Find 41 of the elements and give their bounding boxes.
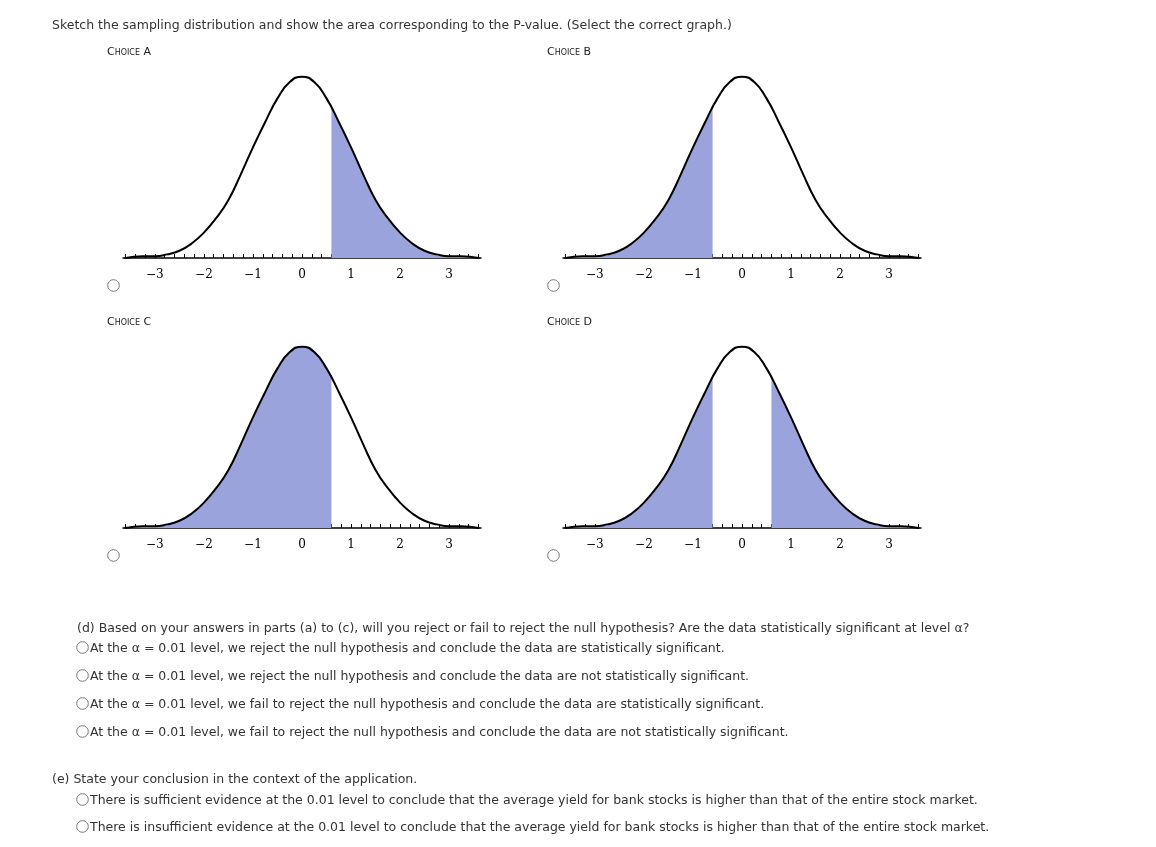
x-tick-label: −2 bbox=[635, 267, 653, 281]
x-tick-label: 2 bbox=[396, 267, 404, 281]
x-tick-label: −3 bbox=[586, 267, 604, 281]
x-tick-label: 0 bbox=[298, 267, 306, 281]
text: At the α = 0.01 level, we reject the null hypothesis and conclude the data are not statistically significant. bbox=[90, 668, 750, 683]
x-tick-label: −1 bbox=[244, 537, 262, 551]
x-tick-label: 3 bbox=[885, 267, 893, 281]
x-tick-label: −3 bbox=[146, 537, 164, 551]
x-tick-label: −1 bbox=[684, 537, 702, 551]
x-tick-label: 1 bbox=[347, 267, 355, 281]
x-tick-label: −2 bbox=[195, 537, 213, 551]
chart-title: Choice D bbox=[547, 315, 592, 328]
chart-title: Choice A bbox=[107, 45, 152, 58]
x-tick-label: 2 bbox=[836, 537, 844, 551]
x-tick-label: −1 bbox=[244, 267, 262, 281]
x-tick-label: −2 bbox=[195, 267, 213, 281]
x-tick-label: −3 bbox=[146, 267, 164, 281]
x-tick-label: −3 bbox=[586, 537, 604, 551]
x-tick-label: 3 bbox=[885, 537, 893, 551]
text: There is sufficient evidence at the 0.01 level to conclude that the average yield for bank stocks is higher than that of the entire stock market. bbox=[90, 792, 978, 807]
x-tick-label: 3 bbox=[445, 267, 453, 281]
chart-title: Choice C bbox=[107, 315, 152, 328]
text: At the α = 0.01 level, we fail to reject the null hypothesis and conclude the data are not statistically significant. bbox=[90, 724, 789, 739]
x-tick-label: 0 bbox=[738, 267, 746, 281]
x-tick-label: 0 bbox=[298, 537, 306, 551]
text: At the α = 0.01 level, we fail to reject the null hypothesis and conclude the data are statistically significant. bbox=[90, 696, 765, 711]
x-tick-label: −1 bbox=[684, 267, 702, 281]
x-tick-label: 0 bbox=[738, 537, 746, 551]
x-tick-label: 2 bbox=[836, 267, 844, 281]
x-tick-label: 2 bbox=[396, 537, 404, 551]
x-tick-label: 1 bbox=[787, 537, 795, 551]
chart-title: Choice B bbox=[547, 45, 592, 58]
x-tick-label: 1 bbox=[787, 267, 795, 281]
text: There is insufficient evidence at the 0.01 level to conclude that the average yield for bank stocks is higher than that of the entire stock market. bbox=[90, 819, 990, 834]
text: (e) State your conclusion in the context of the application. bbox=[52, 771, 418, 786]
text: Sketch the sampling distribution and show the area corresponding to the P-value. (Select the correct graph.) bbox=[52, 17, 732, 32]
text: (d) Based on your answers in parts (a) to (c), will you reject or fail to reject the null hypothesis? Are the data statistically significant at level α? bbox=[77, 620, 970, 635]
x-tick-label: 3 bbox=[445, 537, 453, 551]
x-tick-label: −2 bbox=[635, 537, 653, 551]
x-tick-label: 1 bbox=[347, 537, 355, 551]
text: At the α = 0.01 level, we reject the null hypothesis and conclude the data are statistically significant. bbox=[90, 640, 725, 655]
